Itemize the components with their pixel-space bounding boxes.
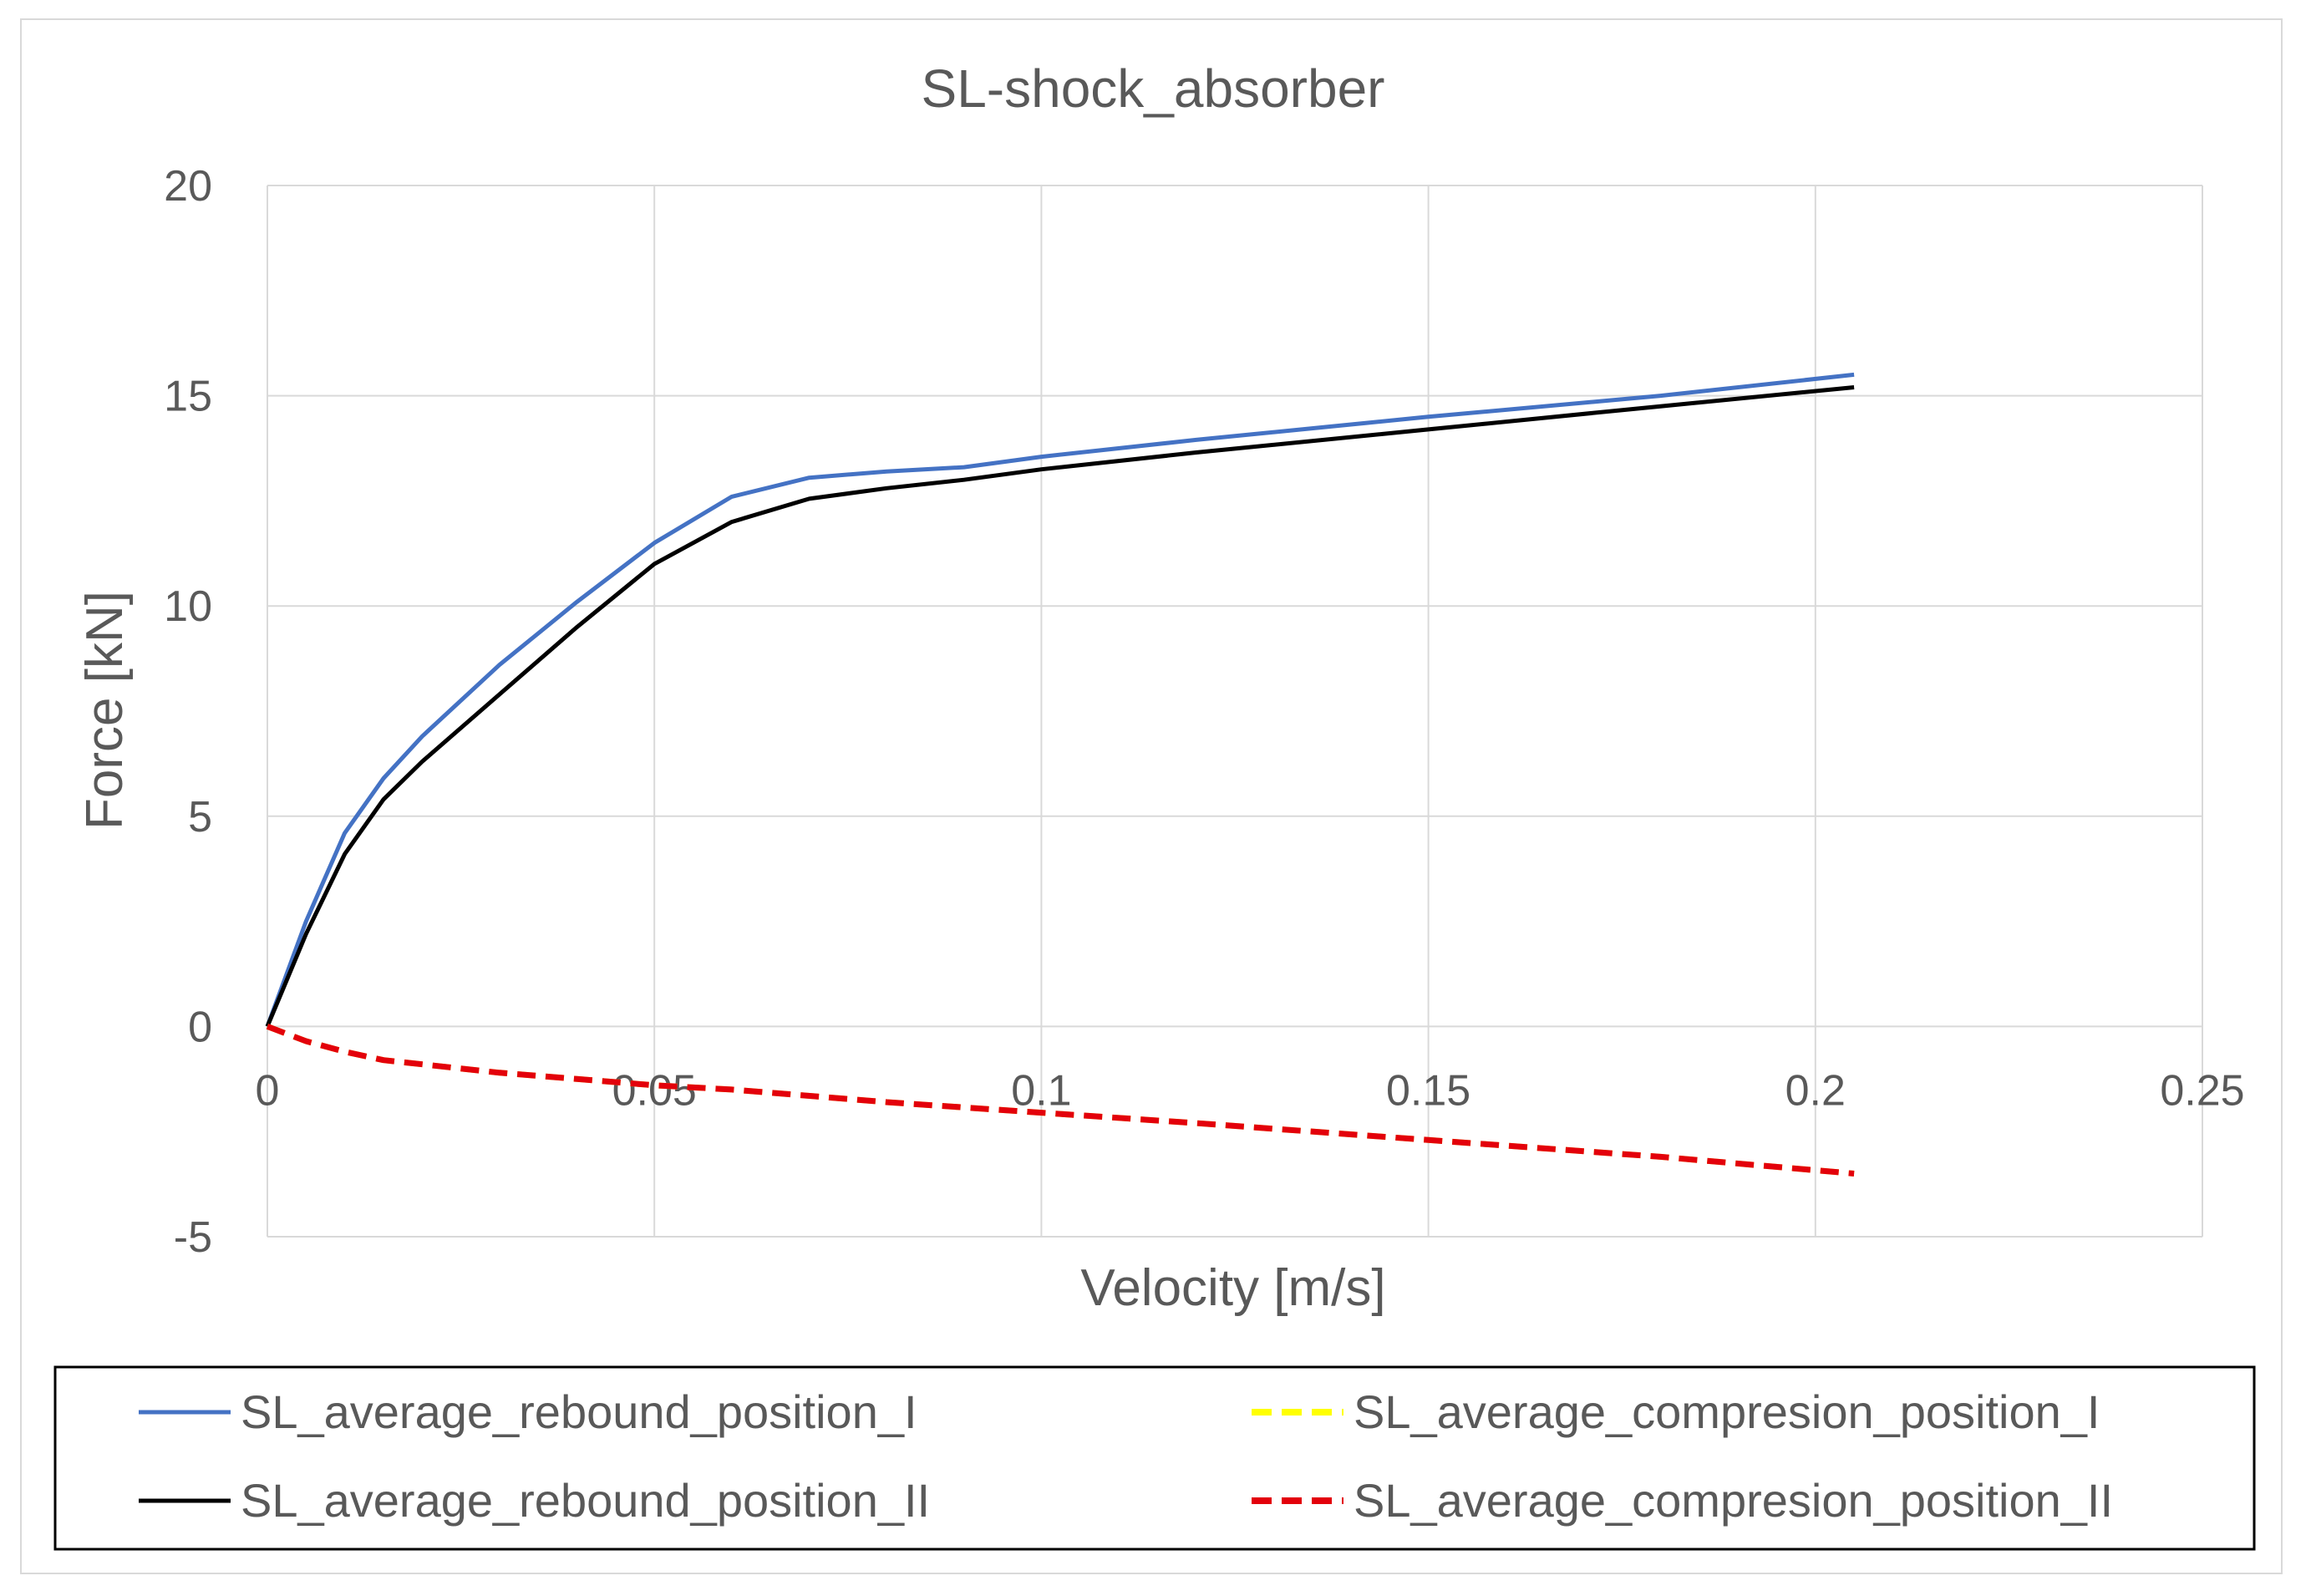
y-axis-title: Force [kN] (76, 591, 134, 830)
legend-label: SL_average_rebound_position_I (241, 1385, 917, 1438)
series-line (266, 1024, 1855, 1177)
series-layer (265, 372, 1855, 1177)
legend-box (53, 1365, 2256, 1551)
x-axis-title: Velocity [m/s] (1080, 1259, 1385, 1317)
y-tick-label: 5 (188, 793, 212, 841)
x-tick-label: 0.25 (2160, 1066, 2244, 1115)
y-tick-label: 10 (164, 582, 212, 631)
chart-frame (20, 18, 2283, 1574)
tick-labels: -5 0 5 10 15 20 0 0.05 0.1 0.15 0.2 0.25 (164, 162, 2244, 1262)
x-tick-label: 0.05 (612, 1066, 697, 1115)
y-tick-label: 0 (188, 1003, 212, 1051)
series-line (265, 385, 1855, 1028)
chart-title: SL-shock_absorber (922, 58, 1385, 119)
legend-label: SL_average_compresion_position_I (1354, 1385, 2100, 1438)
y-tick-label: 15 (164, 373, 212, 421)
x-tick-label: 0.15 (1386, 1066, 1470, 1115)
legend-label: SL_average_rebound_position_II (241, 1474, 930, 1527)
y-tick-label: -5 (174, 1213, 212, 1262)
x-tick-label: 0.1 (1011, 1066, 1071, 1115)
y-tick-label: 20 (164, 162, 212, 211)
series-line (265, 372, 1855, 1028)
legend-label: SL_average_compresion_position_II (1354, 1474, 2113, 1527)
legend: SL_average_rebound_position_I SL_average_… (53, 1365, 2256, 1551)
legend-items: SL_average_rebound_position_I SL_average_… (139, 1385, 2113, 1527)
grid-layer (267, 185, 2203, 1238)
x-tick-label: 0 (256, 1066, 280, 1115)
x-tick-label: 0.2 (1785, 1066, 1846, 1115)
